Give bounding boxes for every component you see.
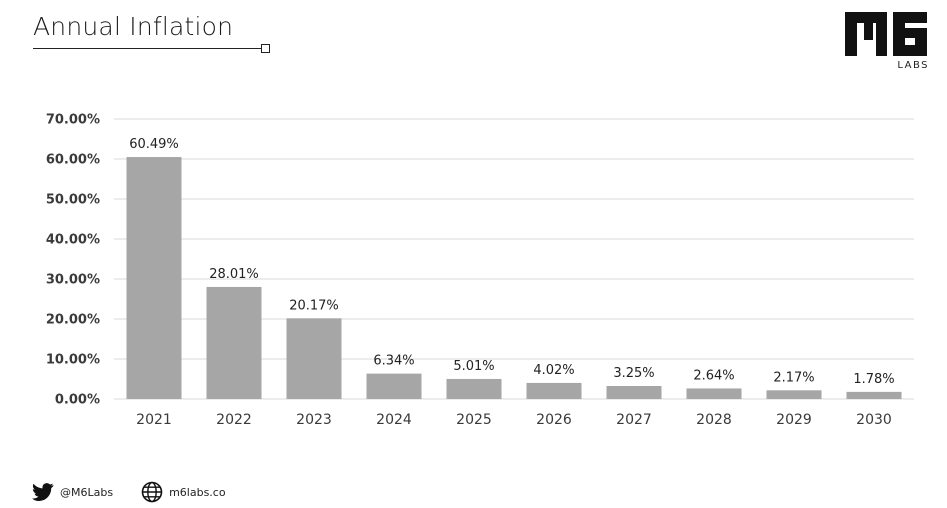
y-tick-label: 0.00% <box>55 393 100 408</box>
data-label: 6.34% <box>373 354 414 369</box>
data-label: 60.49% <box>129 137 179 152</box>
data-label: 20.17% <box>289 298 339 313</box>
y-tick-label: 50.00% <box>46 193 100 208</box>
footer: @M6Labs m6labs.co <box>32 481 254 503</box>
y-tick-label: 30.00% <box>46 273 100 288</box>
data-label: 1.78% <box>853 372 894 387</box>
m6-logo-mark <box>845 12 927 56</box>
bar <box>286 318 342 399</box>
bar <box>366 373 422 399</box>
bar <box>606 386 662 399</box>
title-underline <box>33 48 262 49</box>
bar <box>766 390 822 399</box>
bar <box>206 286 262 399</box>
x-tick-label: 2030 <box>856 412 892 428</box>
x-tick-label: 2023 <box>296 412 332 428</box>
data-label: 2.17% <box>773 370 814 385</box>
bar <box>686 388 742 399</box>
globe-icon <box>141 481 163 503</box>
data-label: 5.01% <box>453 359 494 374</box>
data-label: 4.02% <box>533 363 574 378</box>
x-tick-label: 2028 <box>696 412 732 428</box>
twitter-icon <box>32 483 54 501</box>
y-tick-label: 20.00% <box>46 313 100 328</box>
twitter-link[interactable]: @M6Labs <box>32 483 113 501</box>
chart-title: Annual Inflation <box>33 12 234 41</box>
x-tick-label: 2024 <box>376 412 412 428</box>
twitter-handle: @M6Labs <box>60 485 114 499</box>
bar <box>846 391 902 399</box>
brand-labs-text: LABS <box>897 60 929 71</box>
bar <box>446 378 502 399</box>
x-tick-label: 2025 <box>456 412 492 428</box>
y-tick-label: 10.00% <box>46 353 100 368</box>
data-label: 2.64% <box>693 368 734 383</box>
website-url: m6labs.co <box>169 485 226 499</box>
title-underline-end-square <box>261 44 270 53</box>
bar <box>526 382 582 399</box>
bar <box>126 157 182 399</box>
data-label: 3.25% <box>613 366 654 381</box>
x-tick-label: 2027 <box>616 412 652 428</box>
x-tick-label: 2029 <box>776 412 812 428</box>
y-tick-label: 60.00% <box>46 153 100 168</box>
x-tick-label: 2026 <box>536 412 572 428</box>
x-tick-label: 2021 <box>136 412 172 428</box>
data-label: 28.01% <box>209 267 259 282</box>
brand-logo: LABS <box>845 12 929 74</box>
x-tick-label: 2022 <box>216 412 252 428</box>
bar-chart: 0.00% 10.00% 20.00% 30.00% 40.00% 50.00% 60.00… <box>46 113 914 428</box>
y-tick-label: 40.00% <box>46 233 100 248</box>
website-link[interactable]: m6labs.co <box>141 481 226 503</box>
y-tick-label: 70.00% <box>46 113 100 128</box>
